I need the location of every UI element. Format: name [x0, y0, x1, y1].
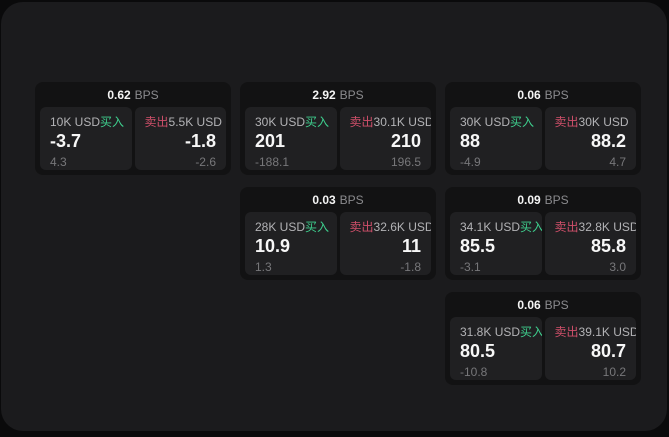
buy-delta: 1.3: [255, 260, 272, 274]
bps-unit-label: BPS: [544, 192, 569, 207]
sell-panel[interactable]: 卖出 30K USD 88.2 4.7: [544, 107, 636, 170]
buy-price: 10.9: [255, 236, 291, 256]
sell-side-label: 卖出: [144, 115, 169, 129]
sell-panel[interactable]: 卖出 32.8K USD 85.8 3.0: [544, 212, 636, 275]
buy-panel[interactable]: 34.1K USD 买入 85.5 -3.1: [450, 212, 542, 275]
sell-panel[interactable]: 卖出 30.1K USD 210 196.5: [339, 107, 431, 170]
buy-amount: 31.8K USD: [460, 325, 521, 339]
quote-card-3: 0.06 BPS 30K USD 买入 88 -4.9 卖出 30K USD 8…: [445, 82, 641, 175]
sell-side-label: 卖出: [554, 325, 579, 339]
sell-amount: 5.5K USD: [168, 115, 222, 129]
buy-side-label: 买入: [520, 325, 542, 339]
quote-card-4: 0.03 BPS 28K USD 买入 10.9 1.3 卖出 32.6K US…: [240, 187, 436, 280]
bps-unit-label: BPS: [134, 87, 159, 102]
buy-panel[interactable]: 28K USD 买入 10.9 1.3: [245, 212, 337, 275]
buy-delta: -3.1: [460, 260, 481, 274]
sell-amount: 32.6K USD: [373, 220, 431, 234]
sell-delta: 4.7: [609, 155, 626, 169]
sell-side-label: 卖出: [554, 220, 579, 234]
bps-value: 0.06: [517, 87, 541, 102]
sell-delta: 10.2: [602, 365, 626, 379]
buy-delta: 4.3: [50, 155, 67, 169]
sell-panel[interactable]: 卖出 32.6K USD 11 -1.8: [339, 212, 431, 275]
buy-amount: 34.1K USD: [460, 220, 521, 234]
buy-price: -3.7: [50, 131, 82, 151]
sell-panel[interactable]: 卖出 5.5K USD -1.8 -2.6: [134, 107, 226, 170]
sell-price: 85.8: [590, 236, 626, 256]
sell-panel[interactable]: 卖出 39.1K USD 80.7 10.2: [544, 317, 636, 380]
bps-value: 2.92: [312, 87, 336, 102]
bps-unit-label: BPS: [544, 297, 569, 312]
sell-side-label: 卖出: [554, 115, 579, 129]
bps-value: 0.03: [312, 192, 336, 207]
buy-price: 80.5: [460, 341, 496, 361]
buy-amount: 30K USD: [460, 115, 511, 129]
bps-unit-label: BPS: [544, 87, 569, 102]
buy-side-label: 买入: [305, 220, 330, 234]
buy-panel[interactable]: 31.8K USD 买入 80.5 -10.8: [450, 317, 542, 380]
buy-side-label: 买入: [520, 220, 542, 234]
card-header: 0.06 BPS: [450, 292, 636, 317]
buy-delta: -4.9: [460, 155, 481, 169]
sell-price: 88.2: [590, 131, 626, 151]
card-header: 2.92 BPS: [245, 82, 431, 107]
bps-unit-label: BPS: [339, 87, 364, 102]
sell-price: 80.7: [590, 341, 626, 361]
app-window: 0.62 BPS 10K USD 买入 -3.7 4.3 卖出 5.5K USD…: [1, 2, 667, 431]
sell-amount: 32.8K USD: [578, 220, 636, 234]
buy-price: 88: [460, 131, 481, 151]
bps-unit-label: BPS: [339, 192, 364, 207]
sell-delta: 196.5: [390, 155, 421, 169]
card-header: 0.03 BPS: [245, 187, 431, 212]
buy-price: 85.5: [460, 236, 496, 256]
buy-panel[interactable]: 30K USD 买入 88 -4.9: [450, 107, 542, 170]
buy-amount: 28K USD: [255, 220, 306, 234]
buy-amount: 30K USD: [255, 115, 306, 129]
buy-panel[interactable]: 30K USD 买入 201 -188.1: [245, 107, 337, 170]
quote-card-2: 2.92 BPS 30K USD 买入 201 -188.1 卖出 30.1K …: [240, 82, 436, 175]
sell-delta: -1.8: [400, 260, 421, 274]
buy-panel[interactable]: 10K USD 买入 -3.7 4.3: [40, 107, 132, 170]
sell-side-label: 卖出: [349, 115, 374, 129]
sell-side-label: 卖出: [349, 220, 374, 234]
sell-price: 210: [390, 131, 421, 151]
quote-card-5: 0.09 BPS 34.1K USD 买入 85.5 -3.1 卖出 32.8K…: [445, 187, 641, 280]
sell-amount: 30K USD: [578, 115, 629, 129]
sell-price: 11: [401, 236, 421, 256]
quote-card-6: 0.06 BPS 31.8K USD 买入 80.5 -10.8 卖出 39.1…: [445, 292, 641, 385]
sell-amount: 30.1K USD: [373, 115, 431, 129]
sell-amount: 39.1K USD: [578, 325, 636, 339]
card-header: 0.06 BPS: [450, 82, 636, 107]
buy-side-label: 买入: [305, 115, 330, 129]
buy-delta: -188.1: [255, 155, 290, 169]
sell-delta: 3.0: [609, 260, 626, 274]
buy-side-label: 买入: [510, 115, 535, 129]
buy-amount: 10K USD: [50, 115, 101, 129]
card-header: 0.62 BPS: [40, 82, 226, 107]
buy-price: 201: [255, 131, 286, 151]
buy-side-label: 买入: [100, 115, 125, 129]
bps-value: 0.06: [517, 297, 541, 312]
quote-card-1: 0.62 BPS 10K USD 买入 -3.7 4.3 卖出 5.5K USD…: [35, 82, 231, 175]
bps-value: 0.09: [517, 192, 541, 207]
buy-delta: -10.8: [460, 365, 488, 379]
bps-value: 0.62: [107, 87, 131, 102]
card-header: 0.09 BPS: [450, 187, 636, 212]
sell-delta: -2.6: [195, 155, 216, 169]
sell-price: -1.8: [184, 131, 216, 151]
